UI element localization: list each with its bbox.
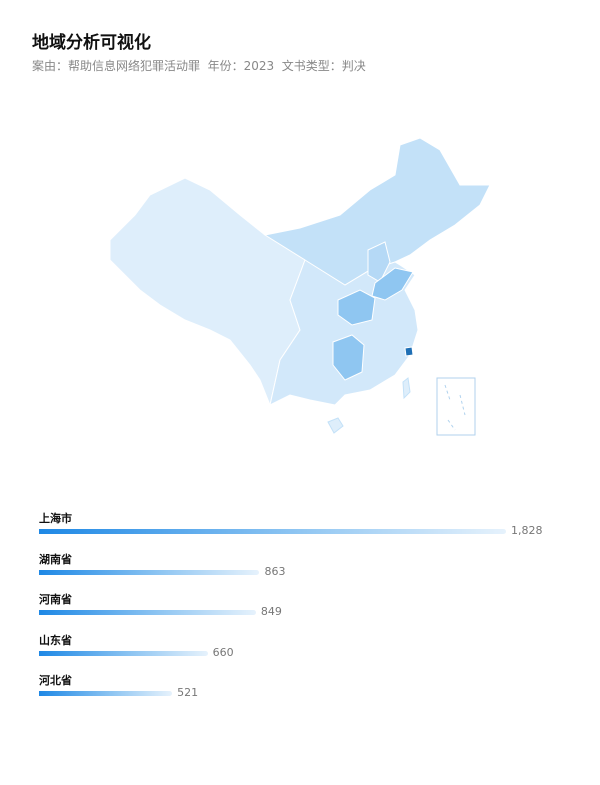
ranking-item-name: 湖南省 — [39, 552, 72, 566]
ranking-bar-track: 521 — [39, 686, 579, 700]
ranking-bar — [39, 569, 260, 575]
ranking-item-name: 山东省 — [39, 633, 72, 647]
ranking-item: 河北省 521 — [39, 673, 579, 714]
map-province-hainan[interactable] — [327, 417, 344, 434]
ranking-item-value: 849 — [260, 605, 282, 618]
map-province-shanghai[interactable] — [404, 346, 414, 357]
ranking-bar — [39, 650, 208, 656]
map-province-hunan[interactable] — [332, 334, 365, 381]
ranking-item: 河南省 849 — [39, 592, 579, 633]
ranking-item-name: 河南省 — [39, 593, 72, 606]
ranking-bar-track: 863 — [39, 564, 579, 579]
ranking-bar — [39, 691, 173, 696]
ranking-list: 上海市 1,828 湖南省 863 河南省 849 山东省 660 河北省 52… — [39, 511, 579, 714]
map-region-west[interactable] — [109, 177, 306, 407]
map-province-henan[interactable] — [337, 289, 376, 326]
map-province-hebei[interactable] — [367, 241, 391, 283]
page-title: 地域分析可视化 — [32, 33, 151, 53]
inset-islands — [444, 384, 466, 431]
ranking-bar-track: 660 — [39, 645, 579, 660]
ranking-item-name: 河北省 — [39, 674, 72, 687]
ranking-bar-track: 1,828 — [39, 524, 579, 538]
page-subtitle: 案由：帮助信息网络犯罪活动罪 年份：2023 文书类型：判决 — [32, 59, 366, 73]
ranking-item: 湖南省 863 — [39, 552, 579, 593]
ranking-item: 上海市 1,828 — [39, 511, 579, 552]
ranking-bar-track: 849 — [39, 605, 579, 619]
ranking-item-value: 1,828 — [511, 524, 543, 537]
ranking-bar — [39, 610, 256, 615]
ranking-bar — [39, 529, 506, 534]
ranking-item-name: 上海市 — [39, 512, 72, 525]
ranking-item: 山东省 660 — [39, 633, 579, 674]
china-map — [109, 137, 491, 436]
ranking-item-value: 660 — [212, 645, 234, 659]
south-china-sea-inset — [436, 377, 476, 436]
ranking-item-value: 863 — [264, 564, 286, 578]
map-province-taiwan[interactable] — [402, 377, 411, 400]
ranking-item-value: 521 — [177, 686, 199, 699]
